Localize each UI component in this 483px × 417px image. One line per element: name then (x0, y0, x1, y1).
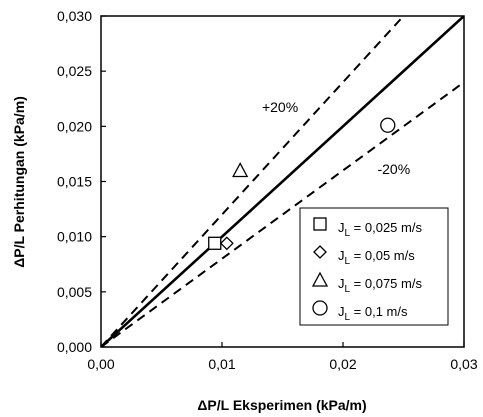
legend-label: JL = 0,1 m/s (338, 304, 408, 323)
upper-bound-label: +20% (262, 99, 298, 115)
x-tick-label: 0,02 (329, 356, 356, 372)
y-axis-title: ΔP/L Perhitungan (kPa/m) (11, 96, 27, 268)
x-tick-label: 0,01 (208, 356, 235, 372)
legend-marker-triangle (311, 271, 329, 287)
data-point-triangle (232, 162, 249, 178)
data-point-square (208, 236, 222, 250)
x-axis-title: ΔP/L Eksperimen (kPa/m) (197, 397, 366, 413)
data-point-diamond (219, 236, 234, 251)
legend-label: JL = 0,075 m/s (338, 276, 422, 295)
y-tick-label: 0,025 (57, 63, 92, 79)
legend-marker-circle (312, 300, 328, 316)
x-tick-label: 0,00 (87, 356, 114, 372)
y-tick-label: 0,005 (57, 284, 92, 300)
data-point-circle (380, 117, 396, 133)
legend-marker-square (313, 217, 327, 231)
x-tick-label: 0,03 (450, 356, 477, 372)
y-tick-label: 0,030 (57, 8, 92, 24)
legend-label: JL = 0,025 m/s (338, 220, 422, 239)
lower-bound-label: -20% (377, 161, 410, 177)
y-tick-label: 0,020 (57, 118, 92, 134)
plot-area: 0,00 0,01 0,02 0,03 0,000 0,005 0,010 0,015 0,02… (57, 8, 478, 372)
legend-label: JL = 0,05 m/s (338, 248, 415, 267)
y-tick-label: 0,010 (57, 229, 92, 245)
y-tick-label: 0,000 (57, 339, 92, 355)
y-tick-label: 0,015 (57, 174, 92, 190)
legend-marker-diamond (313, 245, 327, 259)
parity-line (101, 16, 464, 347)
